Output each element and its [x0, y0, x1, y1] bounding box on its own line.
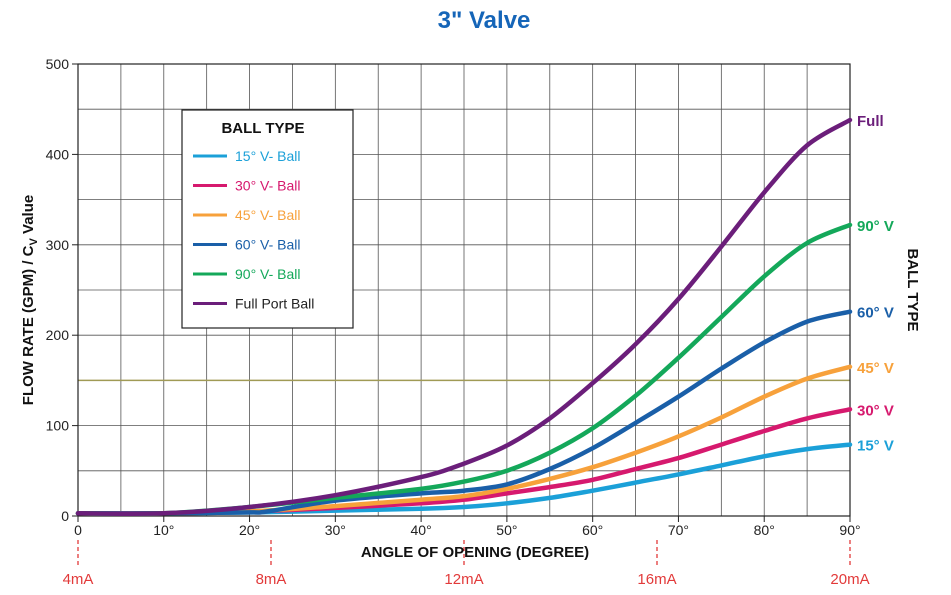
series-end-label: 45° V [857, 360, 894, 377]
y-axis-label: FLOW RATE (GPM) / CV Value [20, 195, 40, 405]
ma-marker-label: 8mA [256, 571, 287, 588]
x-tick-label: 20° [239, 522, 260, 538]
x-tick-label: 0 [74, 522, 82, 538]
series-lines [75, 117, 853, 516]
x-tick-label: 70° [668, 522, 689, 538]
right-axis-label: BALL TYPE [904, 248, 921, 331]
y-tick-label: 0 [61, 508, 69, 524]
y-tick-label: 100 [46, 418, 70, 434]
legend-title: BALL TYPE [221, 120, 304, 137]
y-axis-label-sub: V [28, 238, 40, 246]
legend-box [181, 109, 354, 329]
x-tick-label: 90° [839, 522, 860, 538]
y-axis-label-main: FLOW RATE (GPM) / C [20, 245, 37, 405]
series-end-label: 30° V [857, 402, 894, 419]
series-end-label: Full [857, 113, 884, 130]
x-tick-label: 30° [325, 522, 346, 538]
ma-marker-label: 16mA [637, 571, 676, 588]
ma-markers: 4mA 8mA 12mA 16mA 20mA [63, 540, 870, 588]
series-line [75, 117, 853, 516]
y-tick-label: 300 [46, 237, 70, 253]
ma-marker-label: 20mA [830, 571, 869, 588]
plot-frame [77, 63, 851, 517]
series-line [75, 309, 853, 516]
series-end-label: 90° V [857, 218, 894, 235]
legend-label: Full Port Ball [235, 296, 314, 312]
y-axis-ticks: 0 100 200 300 400 500 [46, 56, 78, 524]
x-axis-label: ANGLE OF OPENING (DEGREE) [361, 544, 589, 561]
y-tick-label: 500 [46, 56, 70, 72]
y-axis-label-tail: Value [20, 195, 37, 238]
legend: BALL TYPE 15° V- Ball 30° V- Ball 45° V- B… [181, 109, 354, 329]
ma-marker-label: 4mA [63, 571, 94, 588]
legend-items: 15° V- Ball 30° V- Ball 45° V- Ball 60° V- … [193, 148, 314, 312]
legend-label: 45° V- Ball [235, 207, 301, 223]
legend-label: 15° V- Ball [235, 148, 301, 164]
series-end-label: 15° V [857, 438, 894, 455]
x-tick-label: 40° [411, 522, 432, 538]
x-axis-ticks: 0 10° 20° 30° 40° 50° 60° 70° 80° 90° [74, 516, 861, 538]
x-tick-label: 50° [496, 522, 517, 538]
x-tick-label: 80° [754, 522, 775, 538]
x-tick-label: 10° [153, 522, 174, 538]
ma-marker-label: 12mA [444, 571, 483, 588]
chart-title: 3" Valve [438, 7, 531, 34]
y-tick-label: 200 [46, 327, 70, 343]
x-tick-label: 60° [582, 522, 603, 538]
legend-label: 90° V- Ball [235, 266, 301, 282]
series-end-labels: 15° V 30° V 45° V 60° V 90° V Full [857, 113, 894, 455]
series-end-label: 60° V [857, 305, 894, 322]
legend-label: 60° V- Ball [235, 237, 301, 253]
legend-label: 30° V- Ball [235, 178, 301, 194]
y-tick-label: 400 [46, 146, 70, 162]
